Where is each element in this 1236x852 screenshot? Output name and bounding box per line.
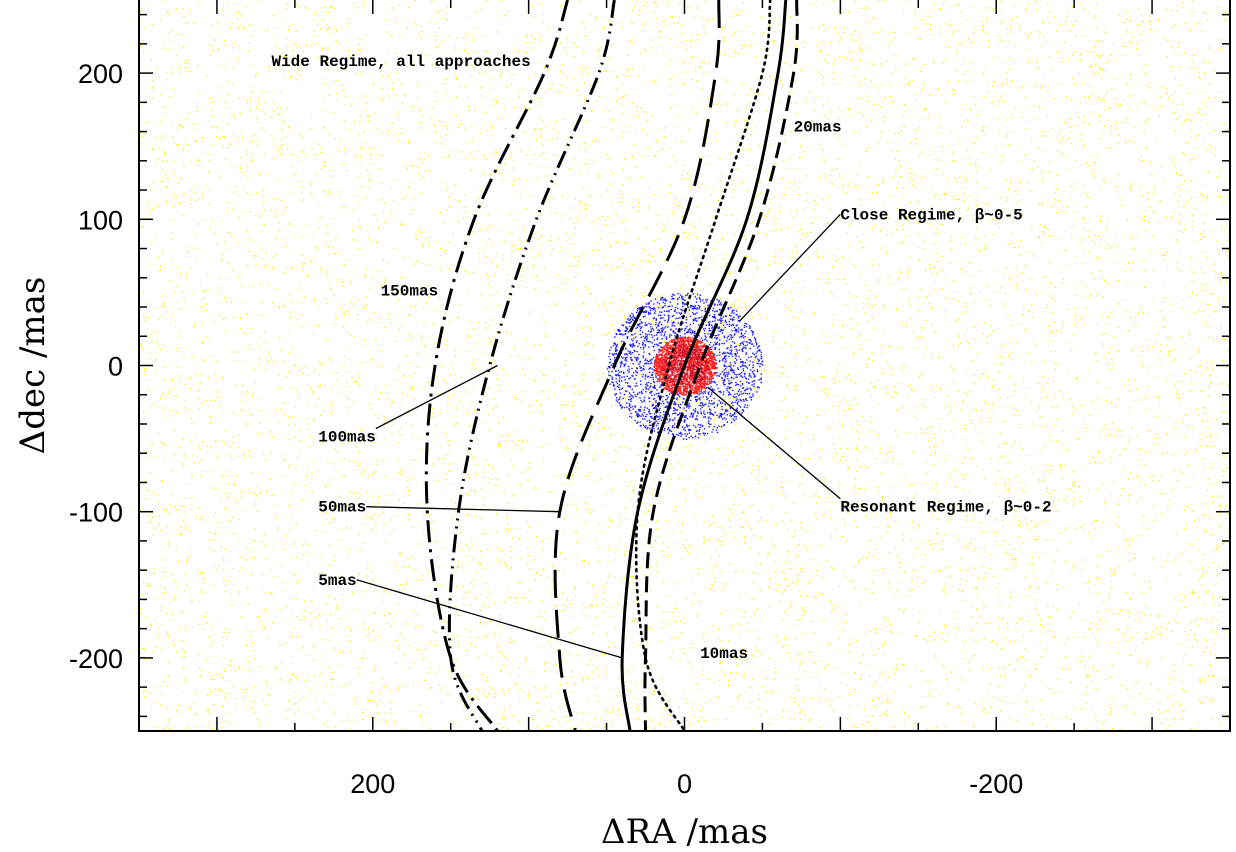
annotation-label: 5mas [318,572,356,590]
annotation-leader-line [707,386,841,500]
curve-10mas [634,0,772,731]
y-tick-label: -100 [69,498,123,528]
annotation-label: 150mas [381,282,439,300]
annotation-label: 10mas [700,645,748,663]
x-tick-label: 0 [677,769,692,799]
axes-layer: 200 0 -200 200 100 0 -100 -200 ΔRA /mas Δdec /mas [13,0,1231,852]
annotation-label: Resonant Regime, β~0-2 [840,499,1051,517]
x-tick-label: -200 [969,769,1023,799]
annotation-label: 20mas [794,119,842,137]
curve-150mas [424,0,570,731]
y-axis-title: Δdec /mas [13,277,53,455]
annotations-layer: Wide Regime, all approaches 20mas Close Re… [271,53,1051,663]
x-axis-title: ΔRA /mas [601,812,768,852]
annotation-leader-line [356,579,623,659]
curve-100mas [447,0,616,731]
annotation-label: Close Regime, β~0-5 [840,206,1022,224]
curve-5mas [620,0,788,731]
annotation-leader-line [366,506,560,513]
y-tick-label: 200 [78,59,123,89]
y-tick-label: -200 [69,644,123,674]
y-tick-label: 0 [108,352,123,382]
y-tick-label: 100 [78,205,123,235]
x-tick-label: 200 [350,769,395,799]
annotation-label: 50mas [318,499,366,517]
curve-50mas [553,0,721,731]
annotation-leader-line [375,364,498,430]
curves-layer [424,0,799,731]
wide-regime-points [139,0,1230,731]
annotation-label: Wide Regime, all approaches [271,53,530,71]
annotation-label: 100mas [318,429,376,447]
annotation-leader-line [738,213,841,323]
